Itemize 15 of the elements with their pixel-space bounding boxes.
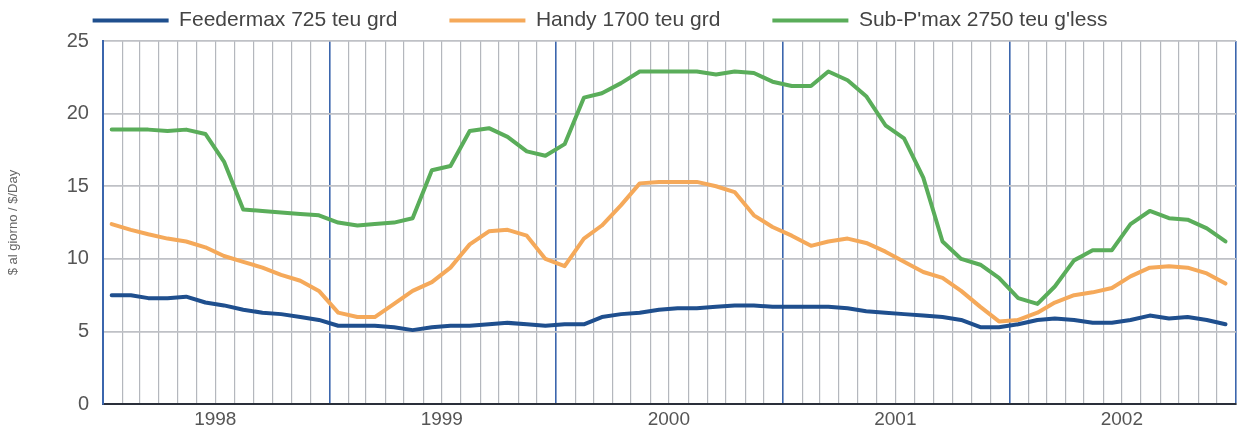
y-tick-label: 5 (77, 319, 89, 342)
x-tick-label: 2002 (1100, 407, 1143, 429)
y-tick-label: 10 (66, 246, 89, 269)
y-axis-title: $ al giorno / $/Day (5, 169, 21, 276)
x-tick-label: 2000 (647, 407, 691, 429)
legend-label: Handy 1700 teu grd (535, 7, 763, 31)
x-tick-label: 1999 (420, 407, 463, 429)
legend-label: Feedermax 725 teu grd (179, 7, 440, 31)
y-tick-label: 25 (66, 28, 89, 51)
y-tick-label: 0 (77, 391, 89, 414)
x-tick-label: 2001 (874, 407, 917, 429)
legend-label: Sub-P'max 2750 teu g'less (858, 7, 1150, 31)
y-tick-label: 20 (66, 101, 89, 124)
y-tick-label: 15 (66, 173, 89, 196)
x-tick-label: 1998 (194, 407, 237, 429)
